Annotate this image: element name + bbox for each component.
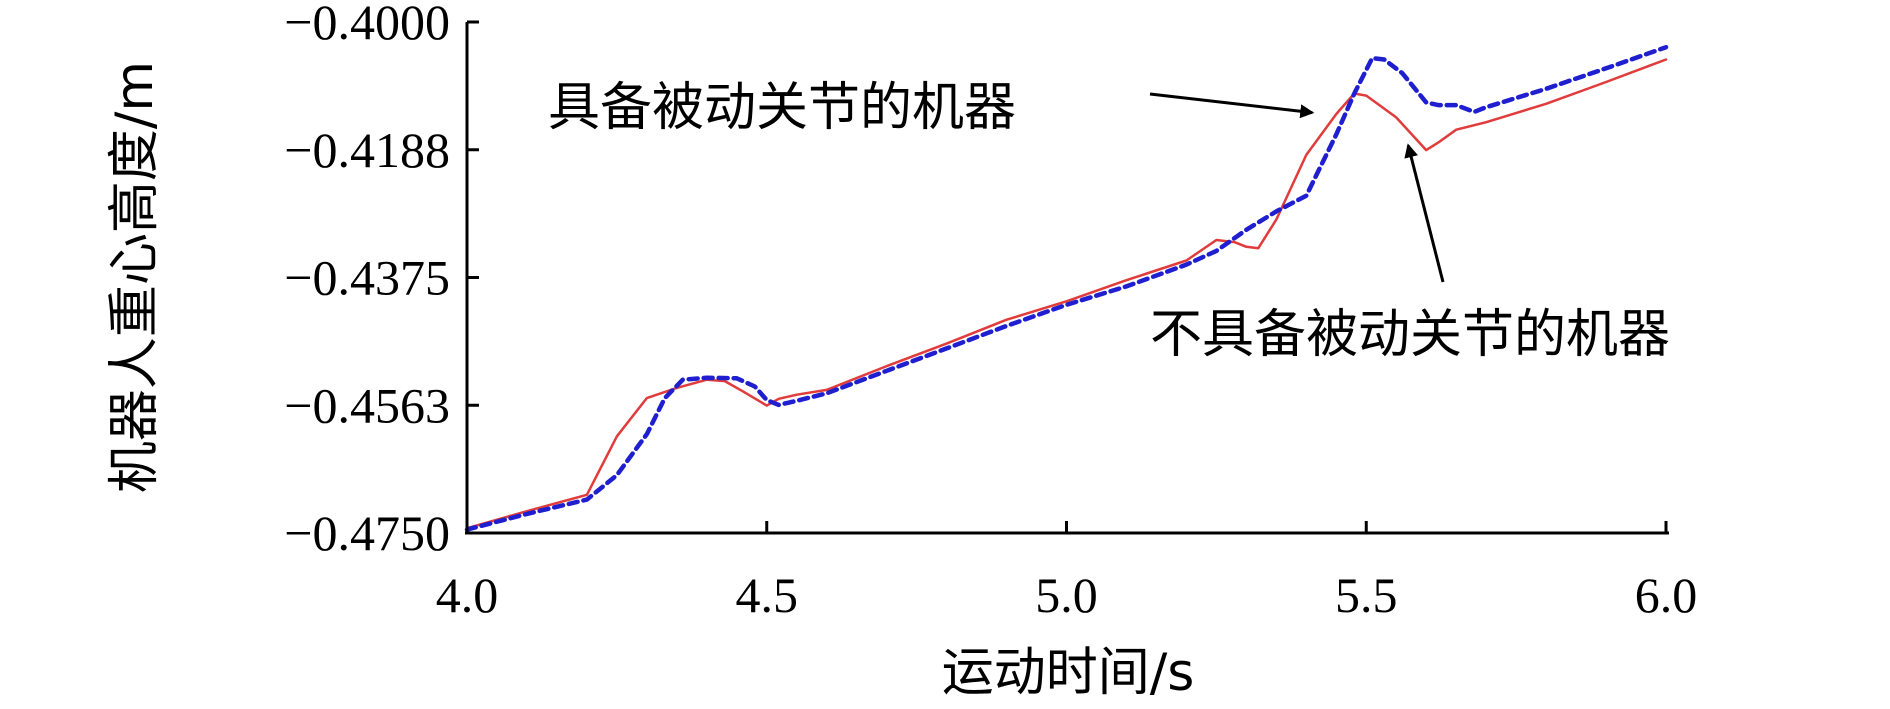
y-tick-label: −0.4750 xyxy=(284,505,450,561)
x-axis-ticks: 4.0 4.5 5.0 5.5 6.0 xyxy=(436,521,1698,623)
annotation-label-passive: 具备被动关节的机器 xyxy=(548,78,1016,138)
annotation-arrow-no-passive xyxy=(1404,143,1445,283)
y-axis-title: 机器人重心高度/m xyxy=(105,61,165,493)
series-line-no-passive-joint xyxy=(465,58,1668,530)
x-tick-label: 4.5 xyxy=(736,567,799,623)
series-line-passive-joint xyxy=(464,44,1669,532)
y-tick-label: −0.4375 xyxy=(284,250,450,306)
plot-area xyxy=(464,44,1669,532)
x-tick-label: 5.0 xyxy=(1035,567,1098,623)
x-tick-label: 6.0 xyxy=(1635,567,1698,623)
x-tick-label: 4.0 xyxy=(436,567,499,623)
x-tick-label: 5.5 xyxy=(1335,567,1398,623)
x-axis-title: 运动时间/s xyxy=(942,643,1195,703)
y-axis-ticks: −0.4000 −0.4188 −0.4375 −0.4563 −0.4750 xyxy=(284,0,479,561)
y-tick-label: −0.4188 xyxy=(284,122,450,178)
y-tick-label: −0.4000 xyxy=(284,0,450,50)
annotation-arrow-passive xyxy=(1149,92,1315,119)
y-tick-label: −0.4563 xyxy=(284,377,450,433)
annotations: 具备被动关节的机器 不具备被动关节的机器 xyxy=(548,78,1670,365)
annotation-label-no-passive: 不具备被动关节的机器 xyxy=(1150,305,1670,365)
